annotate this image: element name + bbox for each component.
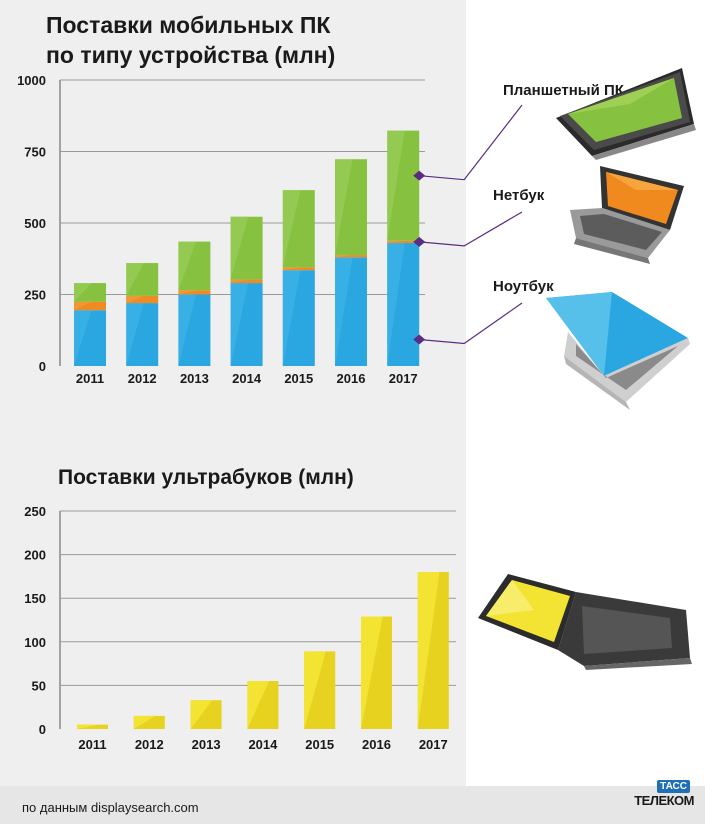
chart2-title: Поставки ультрабуков (млн) (58, 466, 354, 489)
legend-label-notebook: Ноутбук (493, 278, 554, 295)
chart1-bar-highlight (387, 130, 405, 241)
chart1-bar-highlight (178, 241, 196, 291)
chart1-x-tick-label: 2017 (389, 371, 418, 386)
chart1-bar-highlight (282, 190, 301, 268)
chart2-x-tick-label: 2011 (78, 737, 106, 752)
chart2-bar-highlight (247, 681, 270, 729)
chart1-bar-highlight (230, 283, 249, 366)
chart1-y-tick-label: 1000 (17, 73, 46, 88)
tass-telecom-logo: ТАСС ТЕЛЕКОМ (630, 780, 696, 816)
chart1-x-tick-label: 2016 (337, 371, 366, 386)
chart2-y-tick-label: 50 (32, 678, 46, 693)
chart1-y-tick-label: 750 (24, 145, 46, 160)
chart1-bar-highlight (335, 257, 353, 366)
chart1-bar-segment (230, 279, 263, 284)
chart1-bar-segment (74, 301, 106, 311)
chart1-bar-highlight (230, 279, 249, 284)
chart1-bar-highlight (74, 310, 92, 366)
chart1-bar-highlight (230, 216, 249, 280)
chart2-y-tick-label: 0 (39, 722, 46, 737)
chart1-bar-highlight (282, 267, 301, 271)
legend-label-tablet: Планшетный ПК (503, 82, 624, 99)
bar-chart-ultrabooks: 0 50 100 150 200 250 2011 2012 2013 2014 2015 2016 2… (24, 504, 456, 752)
chart1-title-line1: Поставки мобильных ПК (46, 12, 331, 38)
chart1-bar-segment (387, 240, 420, 244)
logo-tass-text: ТАСС (657, 780, 690, 793)
chart1-bar-highlight (335, 255, 353, 258)
chart1-y-tick-label: 250 (24, 288, 46, 303)
notebook-illustration (546, 292, 690, 410)
chart2-x-tick-label: 2015 (305, 737, 334, 752)
chart1-title-line2: по типу устройства (млн) (46, 42, 336, 68)
chart1-x-tick-label: 2012 (128, 371, 157, 386)
chart1-bar-segment (335, 255, 367, 258)
chart2-bar (77, 724, 108, 729)
chart2-bar-highlight (361, 616, 383, 729)
netbook-illustration (570, 166, 684, 264)
chart2-x-tick-label: 2012 (135, 737, 164, 752)
logo-telecom-text: ТЕЛЕКОМ (634, 793, 694, 808)
chart2-bar-highlight (77, 724, 99, 729)
chart2-bar-highlight (133, 715, 156, 729)
chart1-y-tick-label: 500 (24, 216, 46, 231)
chart1-bar-highlight (126, 295, 144, 304)
chart2-bar-highlight (417, 572, 440, 729)
chart1-x-tick-label: 2011 (76, 371, 104, 386)
chart1-bar-highlight (126, 263, 144, 296)
stacked-bar-chart-mobile-pc: 0 250 500 750 1000 2011 2012 2013 2014 2015 2016 20… (17, 73, 523, 386)
chart1-bar-highlight (178, 294, 196, 366)
chart2-bar-highlight (190, 700, 213, 729)
chart1-bar-highlight (74, 301, 92, 311)
chart2-x-tick-label: 2013 (192, 737, 221, 752)
tablet-illustration (556, 68, 696, 160)
chart1-bar-highlight (282, 270, 301, 366)
chart1-bar-segment (282, 267, 315, 271)
chart1-bar-highlight (387, 243, 405, 366)
chart2-x-tick-label: 2017 (419, 737, 448, 752)
source-note: по данным displaysearch.com (22, 800, 199, 815)
ultrabook-illustration (478, 574, 692, 670)
chart1-bar-highlight (126, 303, 144, 366)
chart2-y-tick-label: 250 (24, 504, 46, 519)
chart1-connector-line (419, 211, 523, 247)
chart2-y-tick-label: 100 (24, 635, 46, 650)
chart1-connector-line (419, 104, 523, 181)
chart1-bar-highlight (387, 240, 405, 244)
chart1-bar-highlight (74, 283, 92, 302)
legend-label-netbook: Нетбук (493, 187, 545, 204)
chart1-x-tick-label: 2015 (284, 371, 313, 386)
chart1-bar-segment (126, 295, 159, 304)
chart1-bar-segment (178, 290, 211, 295)
chart2-y-tick-label: 200 (24, 548, 46, 563)
chart1-bar-highlight (335, 159, 353, 256)
chart1-connector-line (419, 302, 523, 345)
chart1-x-tick-label: 2014 (232, 371, 262, 386)
chart2-bar-highlight (304, 651, 326, 729)
chart1-x-tick-label: 2013 (180, 371, 209, 386)
chart2-x-tick-label: 2014 (248, 737, 278, 752)
footer-band (0, 786, 705, 824)
chart2-x-tick-label: 2016 (362, 737, 391, 752)
chart2-y-tick-label: 150 (24, 591, 46, 606)
chart1-y-tick-label: 0 (39, 359, 46, 374)
chart1-bar-highlight (178, 290, 196, 295)
